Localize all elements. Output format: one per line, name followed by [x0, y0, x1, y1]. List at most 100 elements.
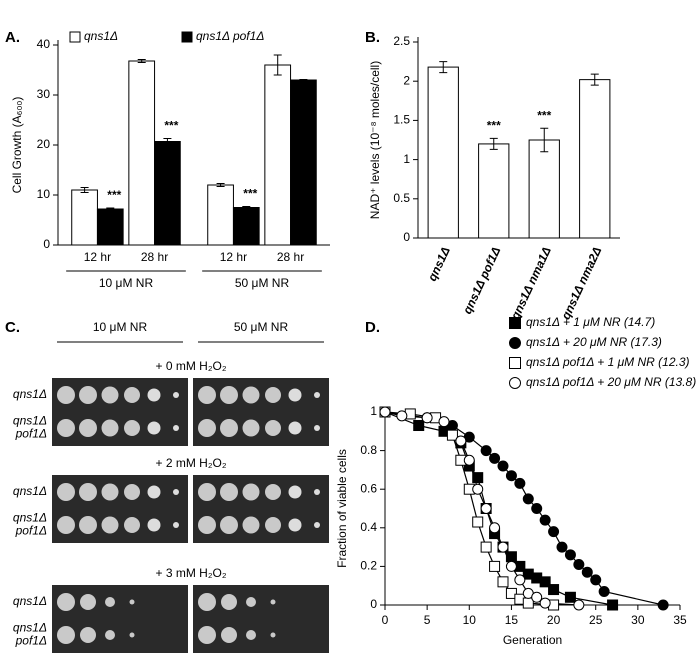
marker [472, 516, 484, 528]
y-tick-label: 0.8 [360, 443, 377, 457]
plate [193, 585, 329, 653]
spot [101, 386, 119, 404]
spot [79, 386, 97, 404]
plate [52, 585, 188, 653]
x-tick-label: qns1Δ nma1Δ [508, 245, 554, 322]
bar [96, 208, 124, 246]
bar [71, 189, 98, 246]
condition-title: + 2 mM H₂O₂ [156, 456, 227, 470]
error-bar [163, 138, 172, 145]
spot [124, 517, 140, 533]
y-tick-label: 40 [37, 37, 51, 51]
marker [573, 599, 585, 611]
x-tick-label: 10 [463, 613, 477, 627]
marker [413, 420, 425, 432]
strain-label: qns1Δ [13, 414, 47, 428]
y-tick-label: 0.2 [360, 559, 377, 573]
y-tick-label: 1 [403, 152, 410, 166]
y-tick-label: 30 [37, 87, 51, 101]
marker [472, 483, 484, 495]
y-tick-label: 20 [37, 137, 51, 151]
spot [79, 419, 97, 437]
legend-swatch [181, 31, 193, 43]
x-tick-label: qns1Δ pof1Δ [460, 245, 503, 316]
marker [514, 574, 526, 586]
marker [548, 526, 560, 538]
marker [480, 541, 492, 553]
marker [455, 435, 467, 447]
spot [314, 392, 320, 398]
marker [497, 576, 509, 588]
error-bar [439, 61, 448, 74]
spot [288, 485, 302, 499]
spot [314, 489, 320, 495]
marker [505, 560, 517, 572]
bar [264, 64, 292, 246]
spot [147, 485, 161, 499]
marker [489, 560, 501, 572]
spot [80, 627, 96, 643]
spot [124, 387, 140, 403]
marker [548, 584, 560, 596]
spot [221, 627, 237, 643]
column-label: 50 μM NR [234, 320, 289, 334]
legend-label: qns1Δ pof1Δ [196, 29, 264, 43]
significance: *** [487, 119, 501, 133]
spot [220, 419, 238, 437]
y-tick-label: 2.5 [393, 34, 410, 48]
spot [124, 420, 140, 436]
marker [573, 558, 585, 570]
marker [539, 514, 551, 526]
spot [198, 593, 216, 611]
plate [193, 378, 329, 446]
spot [242, 483, 260, 501]
x-tick-label: qns1Δ [425, 245, 453, 284]
spot [105, 630, 115, 640]
marker [514, 477, 526, 489]
y-axis-label: Cell Growth (A₆₀₀) [10, 97, 24, 194]
marker [564, 591, 576, 603]
legend-label: qns1Δ + 1 μM NR (14.7) [526, 315, 655, 329]
y-tick-label: 0.5 [393, 191, 410, 205]
legend-label: qns1Δ pof1Δ + 1 μM NR (12.3) [526, 355, 690, 369]
panel-label: A. [5, 29, 20, 46]
y-axis-label: NAD⁺ levels (10⁻⁸ moles/cell) [368, 61, 382, 219]
marker [657, 599, 669, 611]
spot [242, 516, 260, 534]
spot [270, 599, 276, 605]
strain-label: qns1Δ [13, 594, 47, 608]
marker [607, 599, 619, 611]
x-tick-label: 5 [424, 613, 431, 627]
marker [590, 574, 602, 586]
spot [57, 386, 75, 404]
significance: *** [164, 119, 178, 133]
bar [207, 184, 234, 246]
strain-label: qns1Δ [13, 511, 47, 525]
strain-label: qns1Δ [13, 484, 47, 498]
y-tick-label: 10 [37, 187, 51, 201]
column-label: 10 μM NR [93, 320, 148, 334]
spot [147, 518, 161, 532]
marker [598, 585, 610, 597]
y-tick-label: 0 [403, 230, 410, 244]
spot [173, 392, 179, 398]
spot [124, 484, 140, 500]
spot [242, 419, 260, 437]
legend-marker [509, 357, 521, 369]
x-tick-label: 20 [547, 613, 561, 627]
panel-label: C. [5, 319, 20, 336]
marker [505, 551, 517, 563]
marker [463, 454, 475, 466]
y-tick-label: 0 [43, 237, 50, 251]
strain-label: pof1Δ [15, 427, 47, 441]
spot [265, 387, 281, 403]
x-tick-label: 28 hr [141, 250, 168, 264]
spot [265, 517, 281, 533]
marker [497, 541, 509, 553]
spot [173, 522, 179, 528]
x-tick-label: 12 hr [84, 250, 111, 264]
group-label: 10 μM NR [99, 276, 154, 290]
spot [198, 419, 216, 437]
marker [581, 566, 593, 578]
bar [478, 143, 510, 239]
